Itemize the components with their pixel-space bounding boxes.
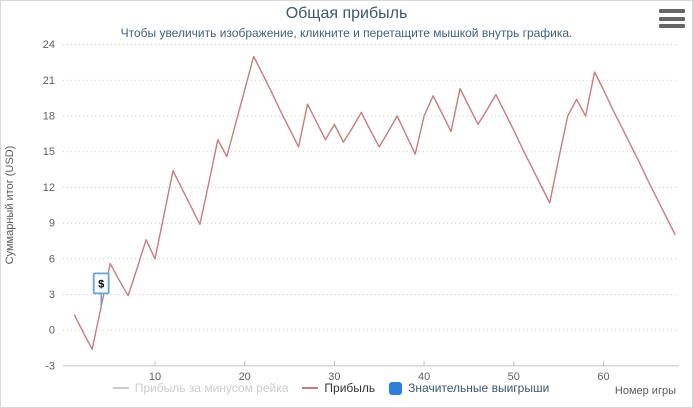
x-tick-label: 30 [328,371,340,383]
x-tick-label: 60 [597,371,609,383]
flag-marker-icon [389,381,403,395]
legend: Прибыль за минусом рейка Прибыль Значите… [1,381,661,395]
chart-subtitle: Чтобы увеличить изображение, кликните и … [120,26,573,40]
y-tick-label: 18 [43,111,55,123]
y-tick-label: 21 [43,75,55,87]
x-tick-label: 40 [418,371,430,383]
legend-label: Прибыль за минусом рейка [134,381,289,395]
legend-item-profit[interactable]: Прибыль [302,381,375,395]
y-tick-label: 12 [43,182,55,194]
x-tick-label: 20 [239,371,251,383]
menu-bar [659,24,685,28]
y-tick-label: 6 [49,253,55,265]
legend-label: Значительные выигрыши [408,381,550,395]
flag-label: $ [98,278,104,290]
x-axis-title: Номер игры [614,385,676,397]
y-tick-label: 24 [43,39,55,51]
flag-marker[interactable] [92,272,110,295]
line-marker-icon [302,387,319,389]
legend-item-rake[interactable]: Прибыль за минусом рейка [112,381,289,395]
legend-item-big-wins[interactable]: Значительные выигрыши [389,381,549,395]
export-menu-icon[interactable] [659,9,685,28]
y-tick-label: 3 [49,289,55,301]
legend-label: Прибыль [324,381,376,395]
y-tick-label: -3 [45,360,55,372]
menu-bar [659,9,685,13]
line-marker-icon [112,387,129,389]
y-tick-label: 15 [43,146,55,158]
y-tick-label: 9 [49,218,55,230]
menu-bar [659,16,685,21]
chart-title: Общая прибыль [285,5,408,22]
profit-line [73,55,676,350]
y-tick-label: 0 [49,325,55,337]
y-axis-title: Суммарный итог (USD) [4,145,16,265]
x-tick-label: 10 [149,371,161,383]
x-tick-label: 50 [508,371,520,383]
